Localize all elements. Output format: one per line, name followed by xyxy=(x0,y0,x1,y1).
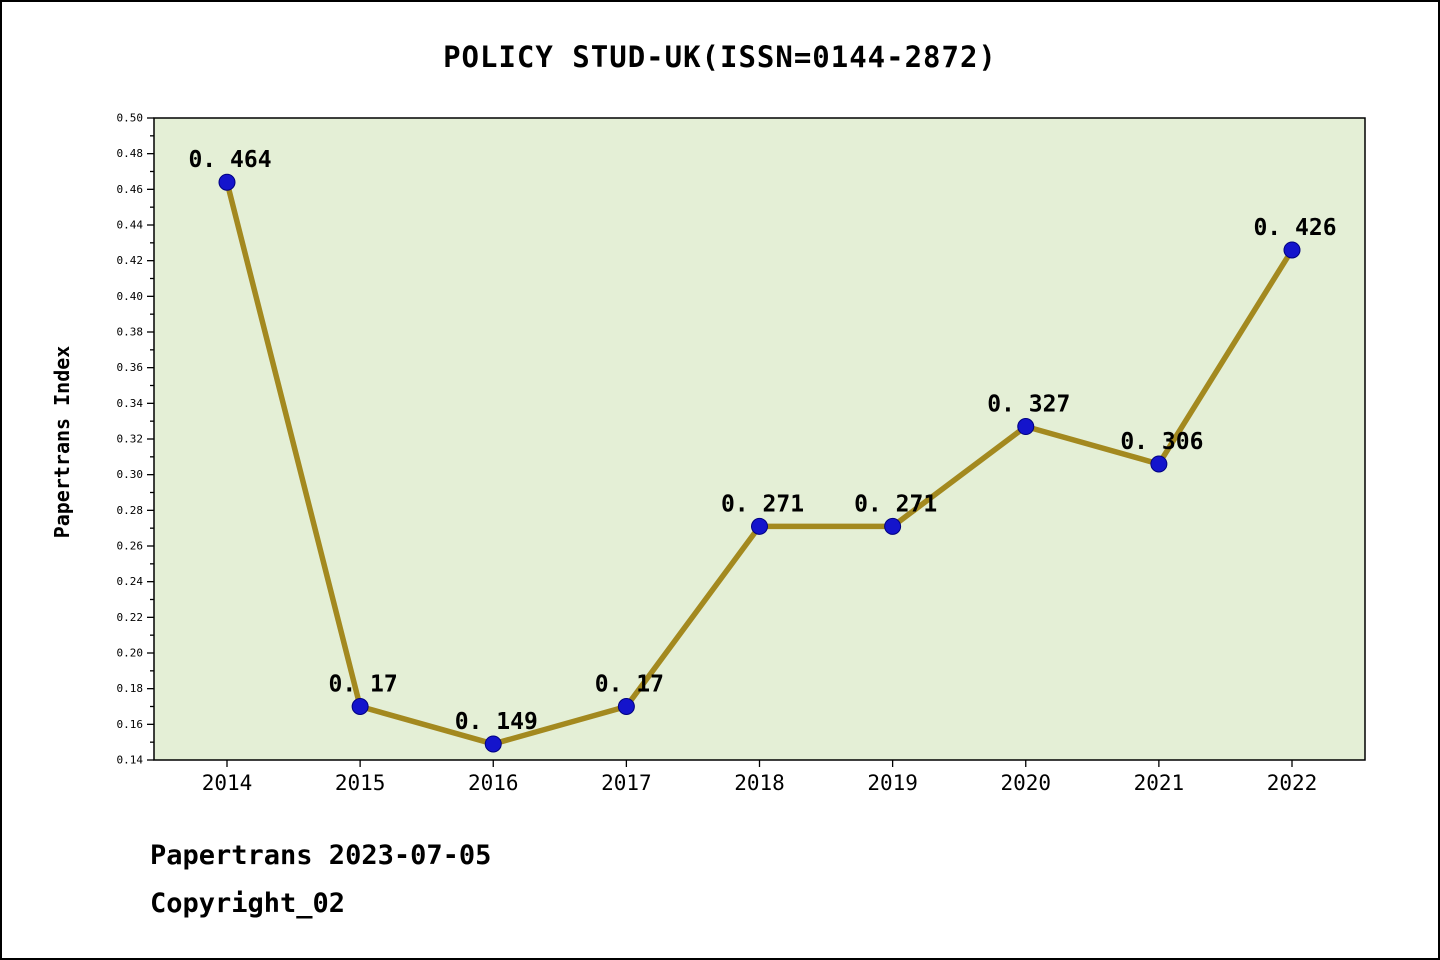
data-point-label: 0. 271 xyxy=(721,491,804,517)
y-tick-label: 0.48 xyxy=(117,147,144,160)
y-tick-label: 0.34 xyxy=(117,397,144,410)
y-tick-label: 0.20 xyxy=(117,647,144,660)
y-tick-label: 0.18 xyxy=(117,682,144,695)
plot-background xyxy=(153,117,1366,761)
data-point-label: 0. 464 xyxy=(188,147,271,173)
x-tick-label: 2015 xyxy=(335,771,386,795)
y-tick-label: 0.38 xyxy=(117,326,144,339)
data-point xyxy=(1283,241,1301,259)
data-point xyxy=(484,735,502,753)
y-tick-label: 0.36 xyxy=(117,361,144,374)
chart-title: POLICY STUD-UK(ISSN=0144-2872) xyxy=(443,40,997,74)
data-point-label: 0. 327 xyxy=(987,392,1070,418)
x-tick-label: 2021 xyxy=(1134,771,1185,795)
y-tick-label: 0.24 xyxy=(117,575,144,588)
data-point-label: 0. 426 xyxy=(1253,215,1336,241)
x-tick-label: 2016 xyxy=(468,771,519,795)
data-point-label: 0. 149 xyxy=(455,709,538,735)
data-point-label: 0. 17 xyxy=(329,672,398,698)
footer-date: Papertrans 2023-07-05 xyxy=(150,840,492,871)
data-point xyxy=(351,698,369,715)
data-point-label: 0. 271 xyxy=(854,491,937,517)
y-tick-label: 0.44 xyxy=(117,219,144,232)
y-tick-label: 0.16 xyxy=(117,718,144,731)
y-tick-label: 0.14 xyxy=(117,754,144,767)
data-point-label: 0. 17 xyxy=(595,672,664,698)
y-tick-label: 0.50 xyxy=(117,112,144,125)
data-point xyxy=(884,517,902,535)
data-point xyxy=(218,173,236,191)
x-tick-label: 2018 xyxy=(734,771,785,795)
data-point xyxy=(1017,418,1035,436)
x-tick-label: 2020 xyxy=(1000,771,1051,795)
data-point-label: 0. 306 xyxy=(1120,429,1203,455)
x-tick-label: 2017 xyxy=(601,771,652,795)
x-tick-label: 2019 xyxy=(867,771,918,795)
x-tick-label: 2022 xyxy=(1267,771,1318,795)
y-tick-label: 0.42 xyxy=(117,254,144,267)
footer-copyright: Copyright_02 xyxy=(150,888,346,919)
data-point xyxy=(617,698,635,715)
data-point xyxy=(751,517,768,535)
y-tick-label: 0.22 xyxy=(117,611,144,624)
y-tick-label: 0.32 xyxy=(117,433,144,446)
y-tick-label: 0.26 xyxy=(117,540,144,553)
x-tick-label: 2014 xyxy=(202,771,253,795)
y-tick-label: 0.40 xyxy=(117,290,144,303)
y-tick-label: 0.30 xyxy=(117,468,144,481)
y-tick-label: 0.46 xyxy=(117,183,144,196)
data-point xyxy=(1150,455,1168,473)
y-tick-label: 0.28 xyxy=(117,504,144,517)
